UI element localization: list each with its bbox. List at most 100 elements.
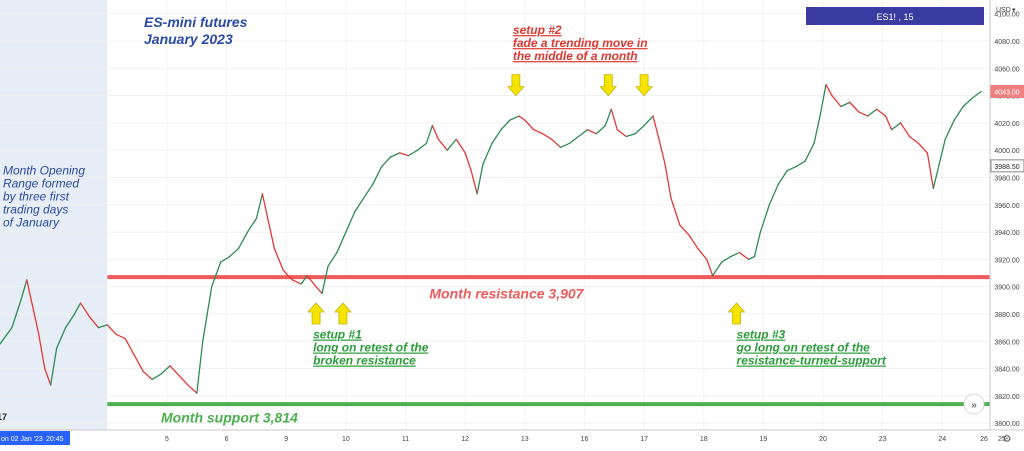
price-segment	[831, 94, 842, 108]
annotation-line: by three first	[3, 190, 70, 204]
currency-label: USD	[996, 7, 1011, 14]
annotation-line: of January	[3, 216, 60, 230]
price-segment	[372, 165, 383, 185]
price-segment	[586, 129, 598, 135]
price-segment	[363, 183, 374, 199]
y-tick-label: 3860.00	[994, 339, 1019, 346]
price-segment	[664, 163, 672, 199]
price-segment	[315, 286, 323, 295]
double-chevron-right-icon: »	[971, 400, 977, 411]
price-segment	[652, 115, 660, 140]
y-tick-label: 3900.00	[994, 285, 1019, 292]
price-segment	[604, 108, 612, 127]
annotation-line: long on retest of the	[313, 341, 429, 355]
arrow-up-icon	[307, 302, 325, 325]
price-segment	[88, 316, 100, 329]
annotation-line: Range formed	[3, 177, 79, 191]
price-segment	[518, 115, 526, 121]
price-segment	[908, 135, 920, 144]
price-segment	[917, 142, 929, 154]
settings-gear-icon[interactable]: ⚙	[1003, 434, 1012, 445]
price-segment	[729, 251, 741, 258]
price-segment	[616, 129, 627, 138]
price-segment	[169, 365, 180, 377]
price-segment	[261, 193, 270, 222]
price-segment	[509, 115, 520, 121]
price-segment	[211, 261, 222, 288]
price-segment	[0, 326, 13, 345]
price-segment	[738, 251, 750, 261]
price-segment	[610, 108, 618, 131]
price-segment	[273, 247, 284, 271]
y-tick-label: 4080.00	[994, 39, 1019, 46]
price-segment	[282, 269, 293, 281]
price-segment	[142, 370, 153, 381]
y-tick-label: 3840.00	[994, 367, 1019, 374]
x-tick-label: 13	[521, 436, 529, 443]
price-segment	[634, 124, 645, 135]
time-axis[interactable]	[0, 430, 1024, 446]
price-segment	[688, 234, 699, 250]
price-segment	[464, 152, 472, 172]
annotation-line: resistance-turned-support	[737, 354, 887, 368]
y-tick-label: 4000.00	[994, 148, 1019, 155]
cursor-date-label: on 02 Jan '23	[1, 436, 43, 443]
price-segment	[482, 142, 493, 165]
price-segment	[876, 108, 887, 117]
scroll-to-latest-button[interactable]	[963, 393, 985, 415]
price-axis[interactable]	[990, 0, 1024, 430]
price-segment	[953, 105, 964, 121]
price-segment	[747, 255, 756, 261]
currency-caret-icon[interactable]: ▾	[1012, 7, 1016, 14]
arrow-up-icon	[727, 302, 746, 325]
symbol-badge[interactable]	[806, 7, 984, 25]
price-segment	[759, 204, 770, 233]
price-segment	[79, 302, 91, 318]
x-tick-label: 16	[581, 436, 589, 443]
x-tick-label: 10	[342, 436, 350, 443]
price-segment	[398, 152, 410, 157]
price-segment	[595, 124, 606, 135]
x-tick-label: 6	[225, 436, 229, 443]
price-segment	[246, 217, 258, 233]
price-segment	[625, 133, 636, 138]
x-tick-label: 18	[700, 436, 708, 443]
price-segment	[255, 193, 264, 220]
price-segment	[64, 313, 76, 329]
price-segment	[196, 340, 204, 394]
cursor-time-label: 20:45	[46, 436, 64, 443]
annotation-line: Month Opening	[3, 164, 85, 178]
y-tick-label: 3920.00	[994, 257, 1019, 264]
price-segment	[533, 129, 544, 135]
price-segment	[56, 326, 67, 349]
price-segment	[819, 83, 827, 117]
y-tick-label: 3880.00	[994, 312, 1019, 319]
price-segment	[306, 275, 317, 288]
y-tick-label: 4100.00	[994, 12, 1019, 19]
price-segment	[115, 333, 126, 340]
price-segment	[228, 247, 240, 258]
price-segment	[706, 258, 714, 277]
tradingview-logo-icon: 17	[0, 412, 7, 422]
price-segment	[697, 247, 708, 261]
price-segment	[291, 279, 302, 285]
price-segment	[437, 138, 448, 151]
price-segment	[202, 286, 213, 342]
price-segment	[551, 138, 562, 149]
symbol-label: ES1! , 15	[876, 12, 913, 22]
x-tick-label: 17	[640, 436, 648, 443]
price-tag-label: 3988.50	[994, 164, 1019, 171]
price-segment	[491, 129, 502, 144]
price-segment	[455, 138, 466, 154]
price-segment	[446, 138, 457, 151]
annotation-line: setup #3	[737, 328, 786, 342]
x-tick-label: 24	[938, 436, 946, 443]
x-tick-label: 25	[998, 436, 1006, 443]
price-segment	[849, 101, 860, 113]
price-segment	[899, 122, 911, 138]
price-tags: 4043.00 3988.50	[990, 84, 1024, 173]
price-segment	[926, 152, 934, 190]
y-tick-label: 3940.00	[994, 230, 1019, 237]
